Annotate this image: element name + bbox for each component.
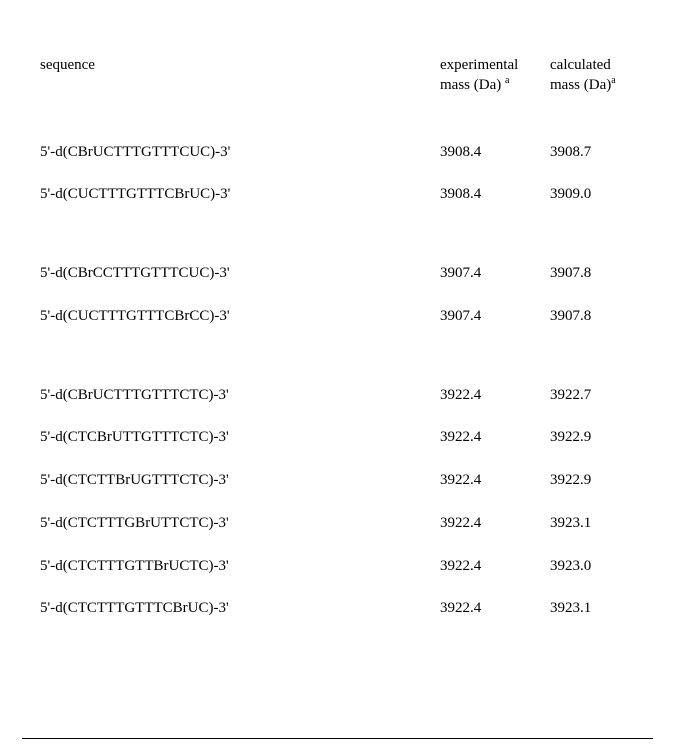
table-header-row: sequence experimental mass (Da) a calcul… [40, 56, 650, 131]
table-body: sequence experimental mass (Da) a calcul… [40, 56, 650, 630]
table-row: 5'-d(CTCBrUTTGTTTCTC)-3'3922.43922.9 [40, 416, 650, 459]
gap-cell [40, 338, 650, 374]
cell-sequence: 5'-d(CUCTTTGTTTCBrUC)-3' [40, 173, 440, 216]
cell-experimental-mass: 3922.4 [440, 545, 550, 588]
mass-table: sequence experimental mass (Da) a calcul… [40, 56, 650, 630]
table-row: 5'-d(CTCTTTGTTBrUCTC)-3'3922.43923.0 [40, 545, 650, 588]
header-experimental: experimental mass (Da) a [440, 56, 550, 131]
cell-experimental-mass: 3922.4 [440, 587, 550, 630]
table-row: 5'-d(CUCTTTGTTTCBrCC)-3'3907.43907.8 [40, 295, 650, 338]
cell-sequence: 5'-d(CTCTTTGTTTCBrUC)-3' [40, 587, 440, 630]
table-row: 5'-d(CBrUCTTTGTTTCTC)-3'3922.43922.7 [40, 374, 650, 417]
cell-sequence: 5'-d(CUCTTTGTTTCBrCC)-3' [40, 295, 440, 338]
table-row: 5'-d(CBrUCTTTGTTTCUC)-3'3908.43908.7 [40, 131, 650, 174]
table-row: 5'-d(CBrCCTTTGTTTCUC)-3'3907.43907.8 [40, 252, 650, 295]
cell-experimental-mass: 3922.4 [440, 374, 550, 417]
cell-sequence: 5'-d(CTCTTBrUGTTTCTC)-3' [40, 459, 440, 502]
bottom-rule [22, 738, 653, 739]
table-row: 5'-d(CTCTTTGBrUTTCTC)-3'3922.43923.1 [40, 502, 650, 545]
header-calculated-line1: calculated [550, 57, 611, 73]
group-gap [40, 338, 650, 374]
cell-sequence: 5'-d(CTCBrUTTGTTTCTC)-3' [40, 416, 440, 459]
footnote-mark-exp: a [505, 75, 509, 86]
cell-calculated-mass: 3923.1 [550, 587, 650, 630]
header-calculated-line2: mass (Da) [550, 77, 611, 93]
header-experimental-line2: mass (Da) [440, 77, 501, 93]
cell-experimental-mass: 3908.4 [440, 173, 550, 216]
cell-experimental-mass: 3922.4 [440, 459, 550, 502]
cell-calculated-mass: 3923.1 [550, 502, 650, 545]
header-sequence: sequence [40, 56, 440, 131]
table-row: 5'-d(CUCTTTGTTTCBrUC)-3'3908.43909.0 [40, 173, 650, 216]
header-calculated: calculated mass (Da)a [550, 56, 650, 131]
cell-experimental-mass: 3907.4 [440, 295, 550, 338]
cell-calculated-mass: 3907.8 [550, 295, 650, 338]
cell-experimental-mass: 3907.4 [440, 252, 550, 295]
header-experimental-line1: experimental [440, 57, 518, 73]
cell-calculated-mass: 3922.9 [550, 416, 650, 459]
cell-calculated-mass: 3923.0 [550, 545, 650, 588]
footnote-mark-calc: a [611, 75, 615, 86]
cell-calculated-mass: 3907.8 [550, 252, 650, 295]
cell-calculated-mass: 3908.7 [550, 131, 650, 174]
cell-sequence: 5'-d(CTCTTTGBrUTTCTC)-3' [40, 502, 440, 545]
cell-sequence: 5'-d(CBrUCTTTGTTTCUC)-3' [40, 131, 440, 174]
cell-sequence: 5'-d(CBrCCTTTGTTTCUC)-3' [40, 252, 440, 295]
cell-calculated-mass: 3922.9 [550, 459, 650, 502]
cell-sequence: 5'-d(CTCTTTGTTBrUCTC)-3' [40, 545, 440, 588]
table-row: 5'-d(CTCTTBrUGTTTCTC)-3'3922.43922.9 [40, 459, 650, 502]
cell-calculated-mass: 3909.0 [550, 173, 650, 216]
cell-calculated-mass: 3922.7 [550, 374, 650, 417]
group-gap [40, 216, 650, 252]
gap-cell [40, 216, 650, 252]
cell-experimental-mass: 3922.4 [440, 502, 550, 545]
cell-experimental-mass: 3908.4 [440, 131, 550, 174]
table-row: 5'-d(CTCTTTGTTTCBrUC)-3'3922.43923.1 [40, 587, 650, 630]
cell-experimental-mass: 3922.4 [440, 416, 550, 459]
cell-sequence: 5'-d(CBrUCTTTGTTTCTC)-3' [40, 374, 440, 417]
document-page: sequence experimental mass (Da) a calcul… [0, 0, 675, 745]
